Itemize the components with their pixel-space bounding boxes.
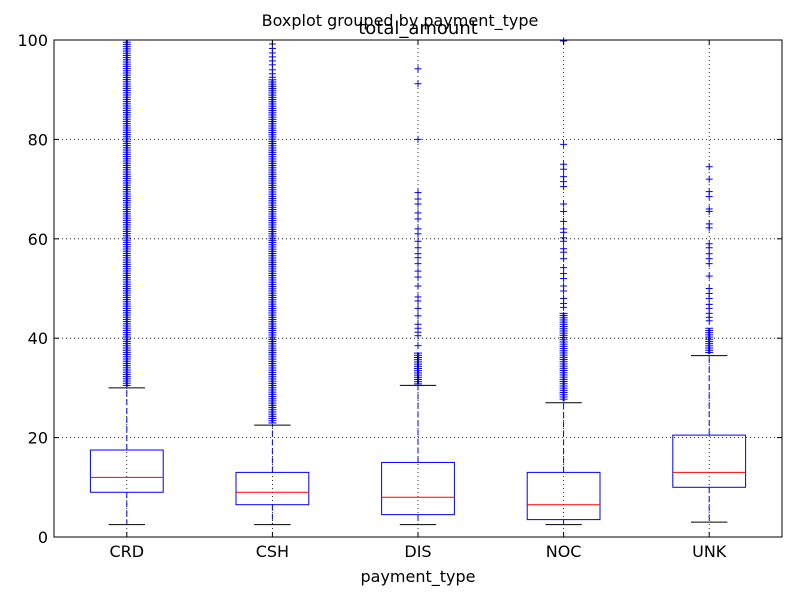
- y-tick-label: 100: [17, 31, 48, 50]
- box-iqr: [89, 449, 164, 493]
- box-group-noc: [526, 37, 601, 526]
- box-group-crd: [89, 39, 164, 526]
- y-tick-label: 20: [28, 429, 48, 448]
- box-iqr: [672, 434, 747, 488]
- box-iqr: [381, 461, 455, 516]
- box-iqr: [235, 471, 310, 506]
- x-tick-label: DIS: [404, 542, 431, 561]
- box-group-dis: [381, 65, 455, 526]
- y-tick-label: 60: [28, 230, 48, 249]
- y-tick-label: 80: [28, 130, 48, 149]
- x-axis-label: payment_type: [360, 567, 475, 587]
- x-tick-label: CSH: [256, 542, 289, 561]
- box-layer: [89, 37, 747, 526]
- box-iqr: [526, 471, 601, 521]
- box-group-unk: [672, 163, 747, 523]
- x-tick-label: UNK: [692, 542, 727, 561]
- tick-layer: 0 20 40 60 80 100 CRD CSH DIS NOC UNK: [17, 31, 782, 561]
- y-tick-label: 0: [38, 528, 48, 547]
- chart-title: total_amount: [358, 18, 478, 39]
- x-tick-label: CRD: [109, 542, 144, 561]
- box-group-csh: [235, 40, 310, 526]
- chart-suptitle: Boxplot grouped by payment_type: [261, 11, 539, 30]
- x-tick-label: NOC: [546, 542, 582, 561]
- y-tick-label: 40: [28, 329, 48, 348]
